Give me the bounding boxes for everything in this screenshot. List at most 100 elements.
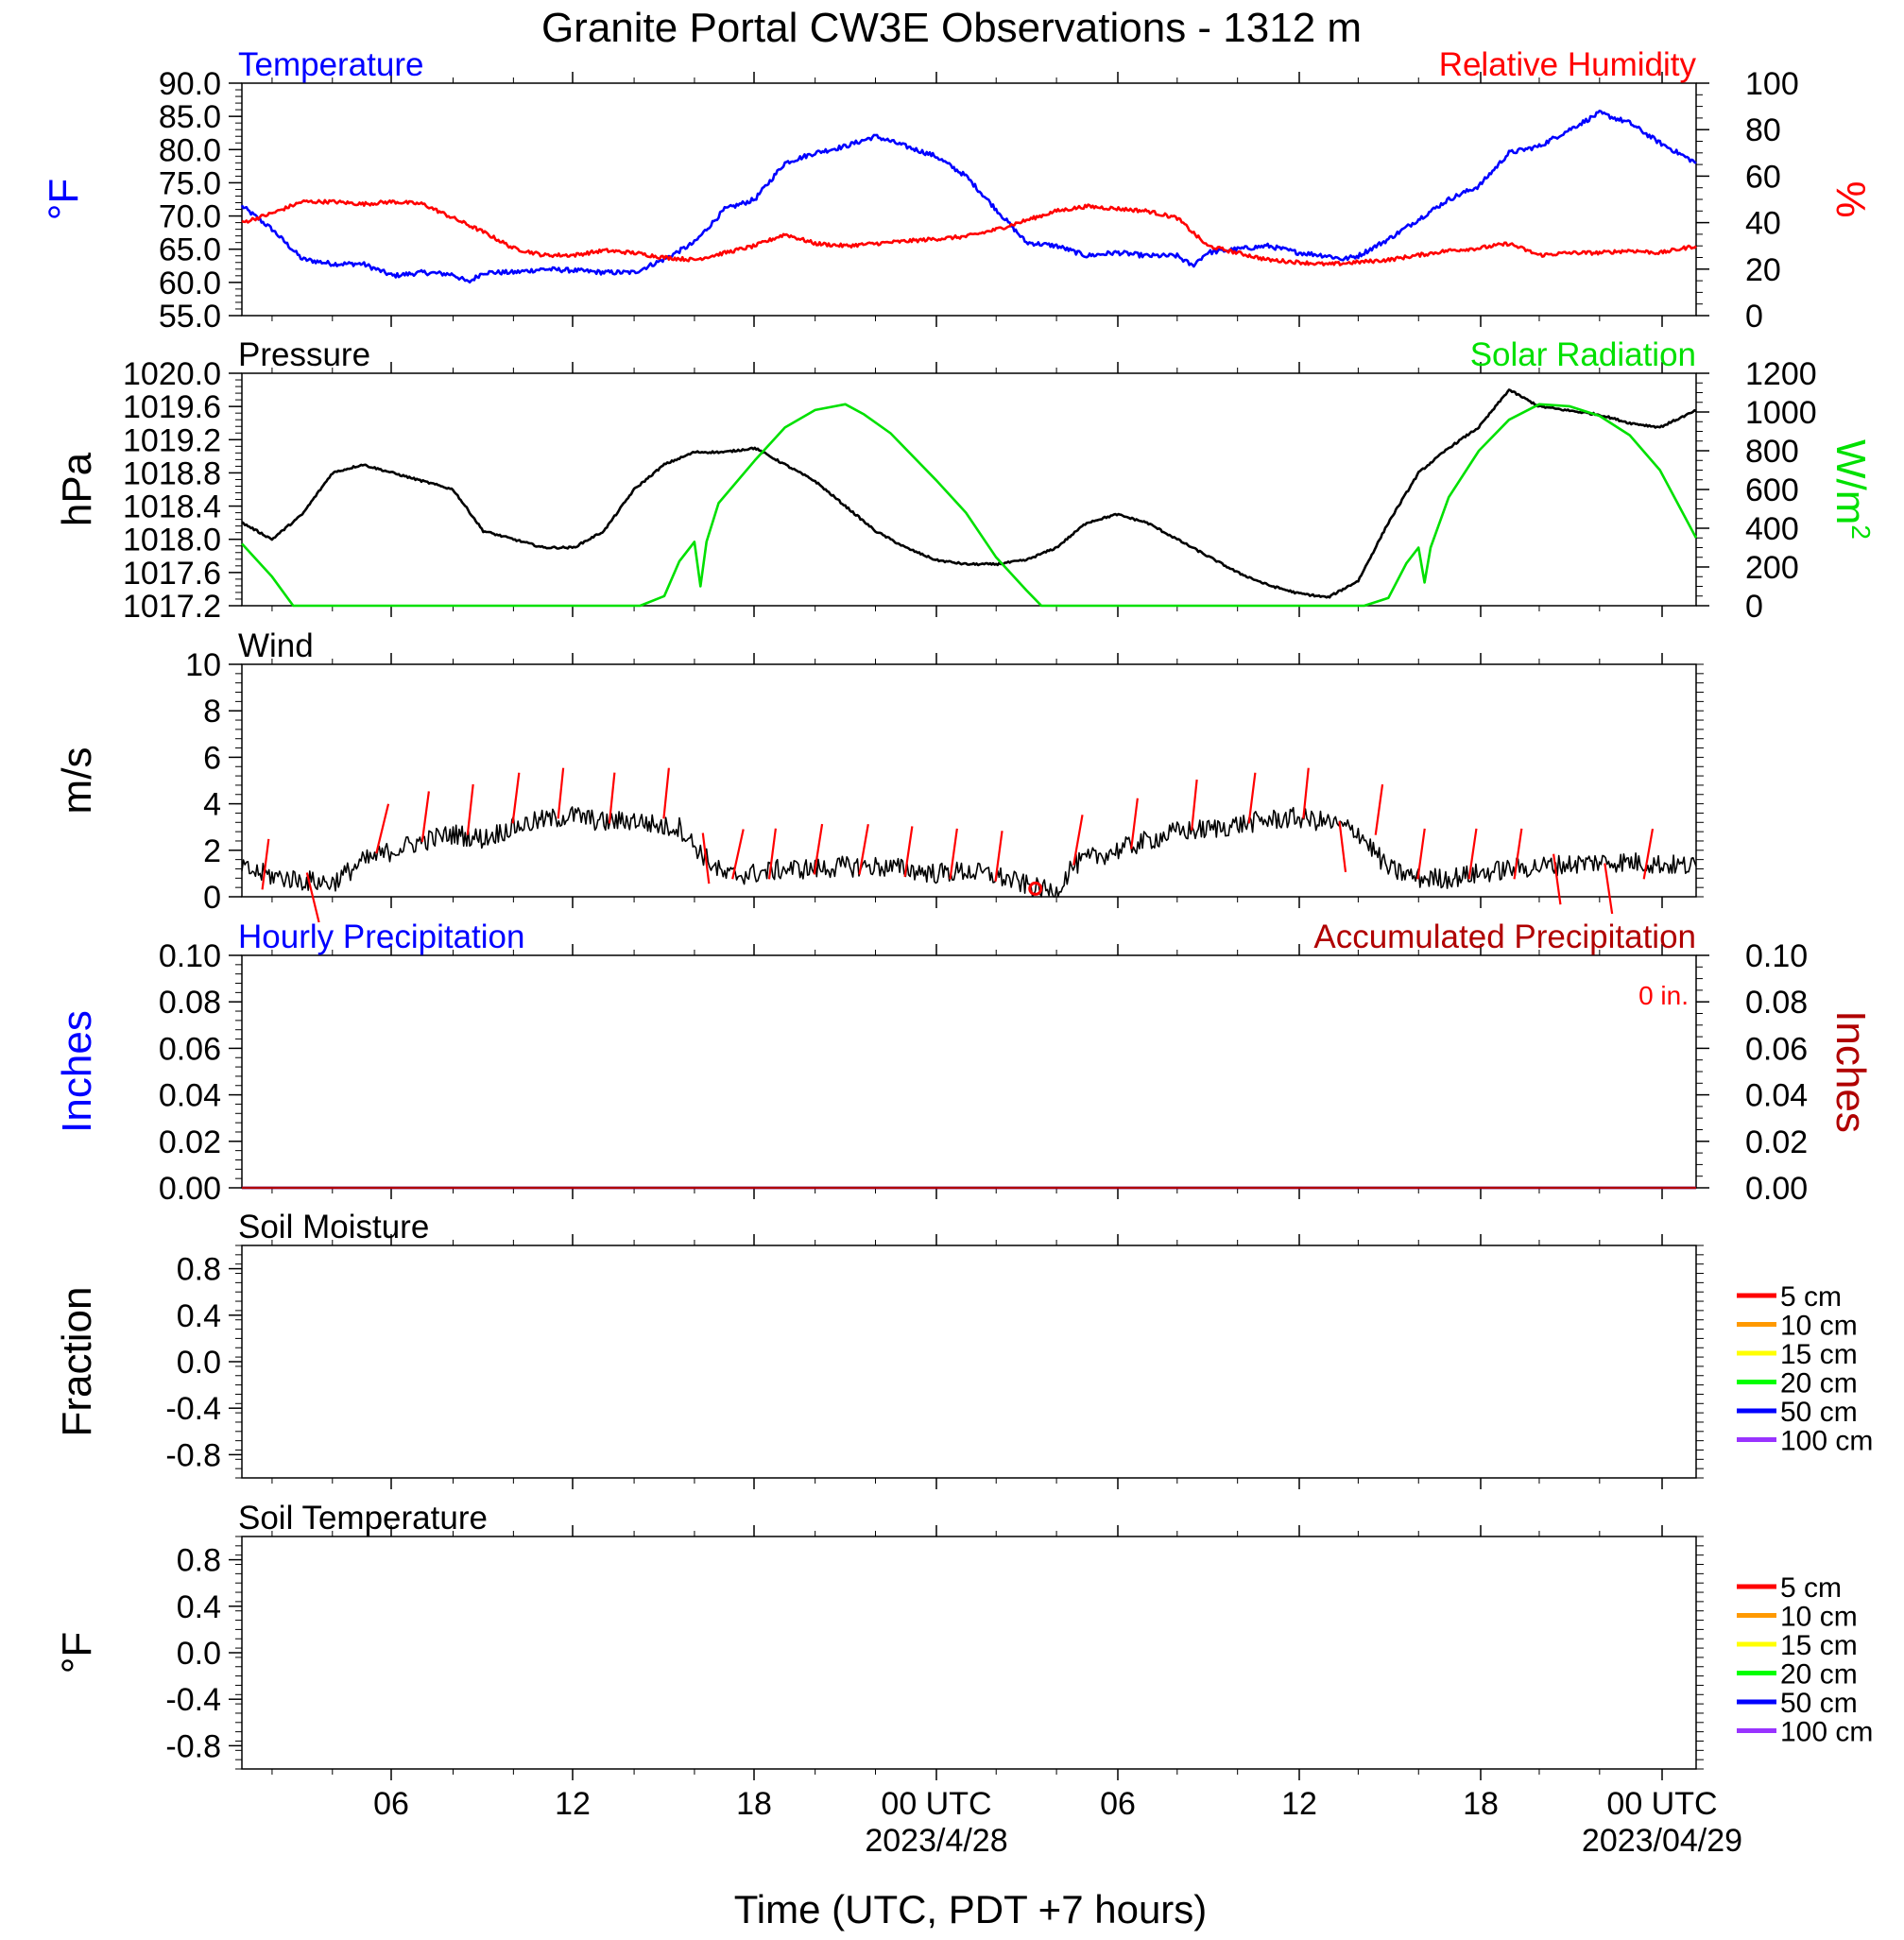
y-right-tick-label: 0.06 — [1745, 1031, 1808, 1067]
y-left-tick-label: 1019.2 — [123, 422, 221, 458]
panel-title-left: Wind — [238, 627, 314, 664]
legend-label: 50 cm — [1780, 1397, 1858, 1428]
wind-barb — [1604, 863, 1614, 915]
y-right-tick-label: 600 — [1745, 472, 1799, 508]
y-right-tick-label: 1200 — [1745, 356, 1817, 392]
legend-label: 20 cm — [1780, 1659, 1858, 1691]
y-right-tick-label: 0.00 — [1745, 1171, 1808, 1207]
plot-frame — [241, 82, 1697, 317]
panels: 55.060.065.070.075.080.085.090.002040608… — [41, 46, 1876, 1859]
y-left-axis-label: Inches — [54, 1010, 100, 1133]
y-left-tick-label: -0.4 — [165, 1682, 221, 1718]
x-tick-date-label: 2023/4/28 — [865, 1823, 1007, 1859]
y-left-tick-label: 1018.4 — [123, 489, 221, 525]
panel-pressure_solar: 1017.21017.61018.01018.41018.81019.21019… — [54, 336, 1876, 625]
wind-barb — [511, 772, 521, 824]
series-line — [241, 806, 1697, 898]
y-left-tick-label: 4 — [203, 787, 221, 823]
y-right-axis-label: Inches — [1827, 1010, 1874, 1133]
wind-barb — [1416, 828, 1426, 880]
legend-label: 10 cm — [1780, 1602, 1858, 1633]
legend-label: 50 cm — [1780, 1688, 1858, 1719]
wind-barb — [994, 831, 1003, 882]
y-right-tick-label: 0.04 — [1745, 1078, 1808, 1114]
y-left-tick-label: 0.02 — [159, 1125, 221, 1160]
x-axis-label: Time (UTC, PDT +7 hours) — [734, 1887, 1208, 1931]
y-left-tick-label: 75.0 — [159, 165, 221, 201]
x-tick-label: 06 — [373, 1786, 409, 1822]
panel-title-left: Soil Moisture — [238, 1209, 429, 1245]
wind-barb — [305, 872, 320, 923]
y-right-tick-label: 400 — [1745, 511, 1799, 547]
y-left-tick-label: 0.08 — [159, 985, 221, 1021]
y-left-tick-label: 90.0 — [159, 66, 221, 102]
y-right-tick-label: 200 — [1745, 550, 1799, 586]
y-right-tick-label: 0 — [1745, 299, 1763, 335]
panel-title-left: Temperature — [238, 46, 423, 83]
chart-title: Granite Portal CW3E Observations - 1312 … — [541, 5, 1362, 51]
series-line — [241, 388, 1697, 599]
plot-frame — [241, 954, 1697, 1189]
legend-label: 20 cm — [1780, 1368, 1858, 1399]
y-left-tick-label: -0.8 — [165, 1728, 221, 1764]
wind-barb — [662, 767, 670, 819]
y-right-tick-label: 60 — [1745, 159, 1781, 195]
panel-temperature_humidity: 55.060.065.070.075.080.085.090.0 0 20 40 60 8… — [41, 46, 1874, 335]
wind-barb — [466, 783, 474, 835]
y-left-tick-label: 8 — [203, 694, 221, 730]
plot-frame — [241, 663, 1697, 898]
wind-barb — [731, 829, 745, 880]
y-right-tick-label: 0.10 — [1745, 938, 1808, 974]
wind-barb — [701, 833, 711, 884]
y-left-tick-label: 65.0 — [159, 232, 221, 268]
y-right-tick-label: 0 — [1745, 589, 1763, 625]
x-tick-label: 12 — [555, 1786, 591, 1822]
y-left-axis-label: hPa — [54, 452, 100, 526]
x-tick-label: 18 — [1463, 1786, 1499, 1822]
panel-title-right: Accumulated Precipitation — [1313, 918, 1696, 955]
x-tick-label: 06 — [1100, 1786, 1136, 1822]
x-tick-label: 00 UTC — [881, 1786, 991, 1822]
wind-barb — [813, 823, 824, 875]
y-left-tick-label: -0.8 — [165, 1437, 221, 1473]
wind-barb — [1191, 779, 1198, 831]
wind-barb — [608, 772, 616, 824]
legend-label: 10 cm — [1780, 1311, 1858, 1342]
y-left-tick-label: -0.4 — [165, 1391, 221, 1427]
plot-frame — [241, 1536, 1697, 1770]
legend-label: 15 cm — [1780, 1630, 1858, 1661]
x-tick-label: 12 — [1281, 1786, 1317, 1822]
wind-barb — [1642, 828, 1655, 880]
y-right-tick-label: 800 — [1745, 434, 1799, 470]
y-left-axis-label: °F — [41, 179, 87, 220]
wind-barb — [1552, 853, 1562, 905]
wind-barb — [557, 767, 565, 819]
y-left-tick-label: 1019.6 — [123, 389, 221, 425]
y-left-tick-label: 1018.0 — [123, 523, 221, 558]
wind-barb — [949, 828, 958, 880]
x-tick-label: 18 — [736, 1786, 772, 1822]
legend-label: 5 cm — [1780, 1281, 1842, 1313]
y-right-tick-label: 0.02 — [1745, 1125, 1808, 1160]
panel-title-right: Relative Humidity — [1439, 46, 1697, 83]
y-left-tick-label: 2 — [203, 833, 221, 869]
series-line — [241, 403, 1698, 608]
legend-label: 5 cm — [1780, 1572, 1842, 1604]
y-right-axis-label: W/m2 — [1827, 439, 1876, 540]
wind-barb — [375, 803, 390, 854]
y-left-tick-label: 0.04 — [159, 1078, 221, 1114]
y-left-tick-label: 1020.0 — [123, 356, 221, 392]
wind-barb — [261, 838, 270, 890]
y-left-tick-label: 0.4 — [177, 1589, 221, 1625]
y-left-tick-label: 55.0 — [159, 299, 221, 335]
wind-barb — [1513, 828, 1523, 880]
panel-title-left: Pressure — [238, 336, 370, 373]
y-left-tick-label: 1017.2 — [123, 589, 221, 625]
y-left-tick-label: 0.0 — [177, 1345, 221, 1381]
wind-barb — [1247, 772, 1257, 824]
wind-barb — [1374, 783, 1384, 835]
y-left-tick-label: 0.00 — [159, 1171, 221, 1207]
series-line — [241, 198, 1697, 266]
